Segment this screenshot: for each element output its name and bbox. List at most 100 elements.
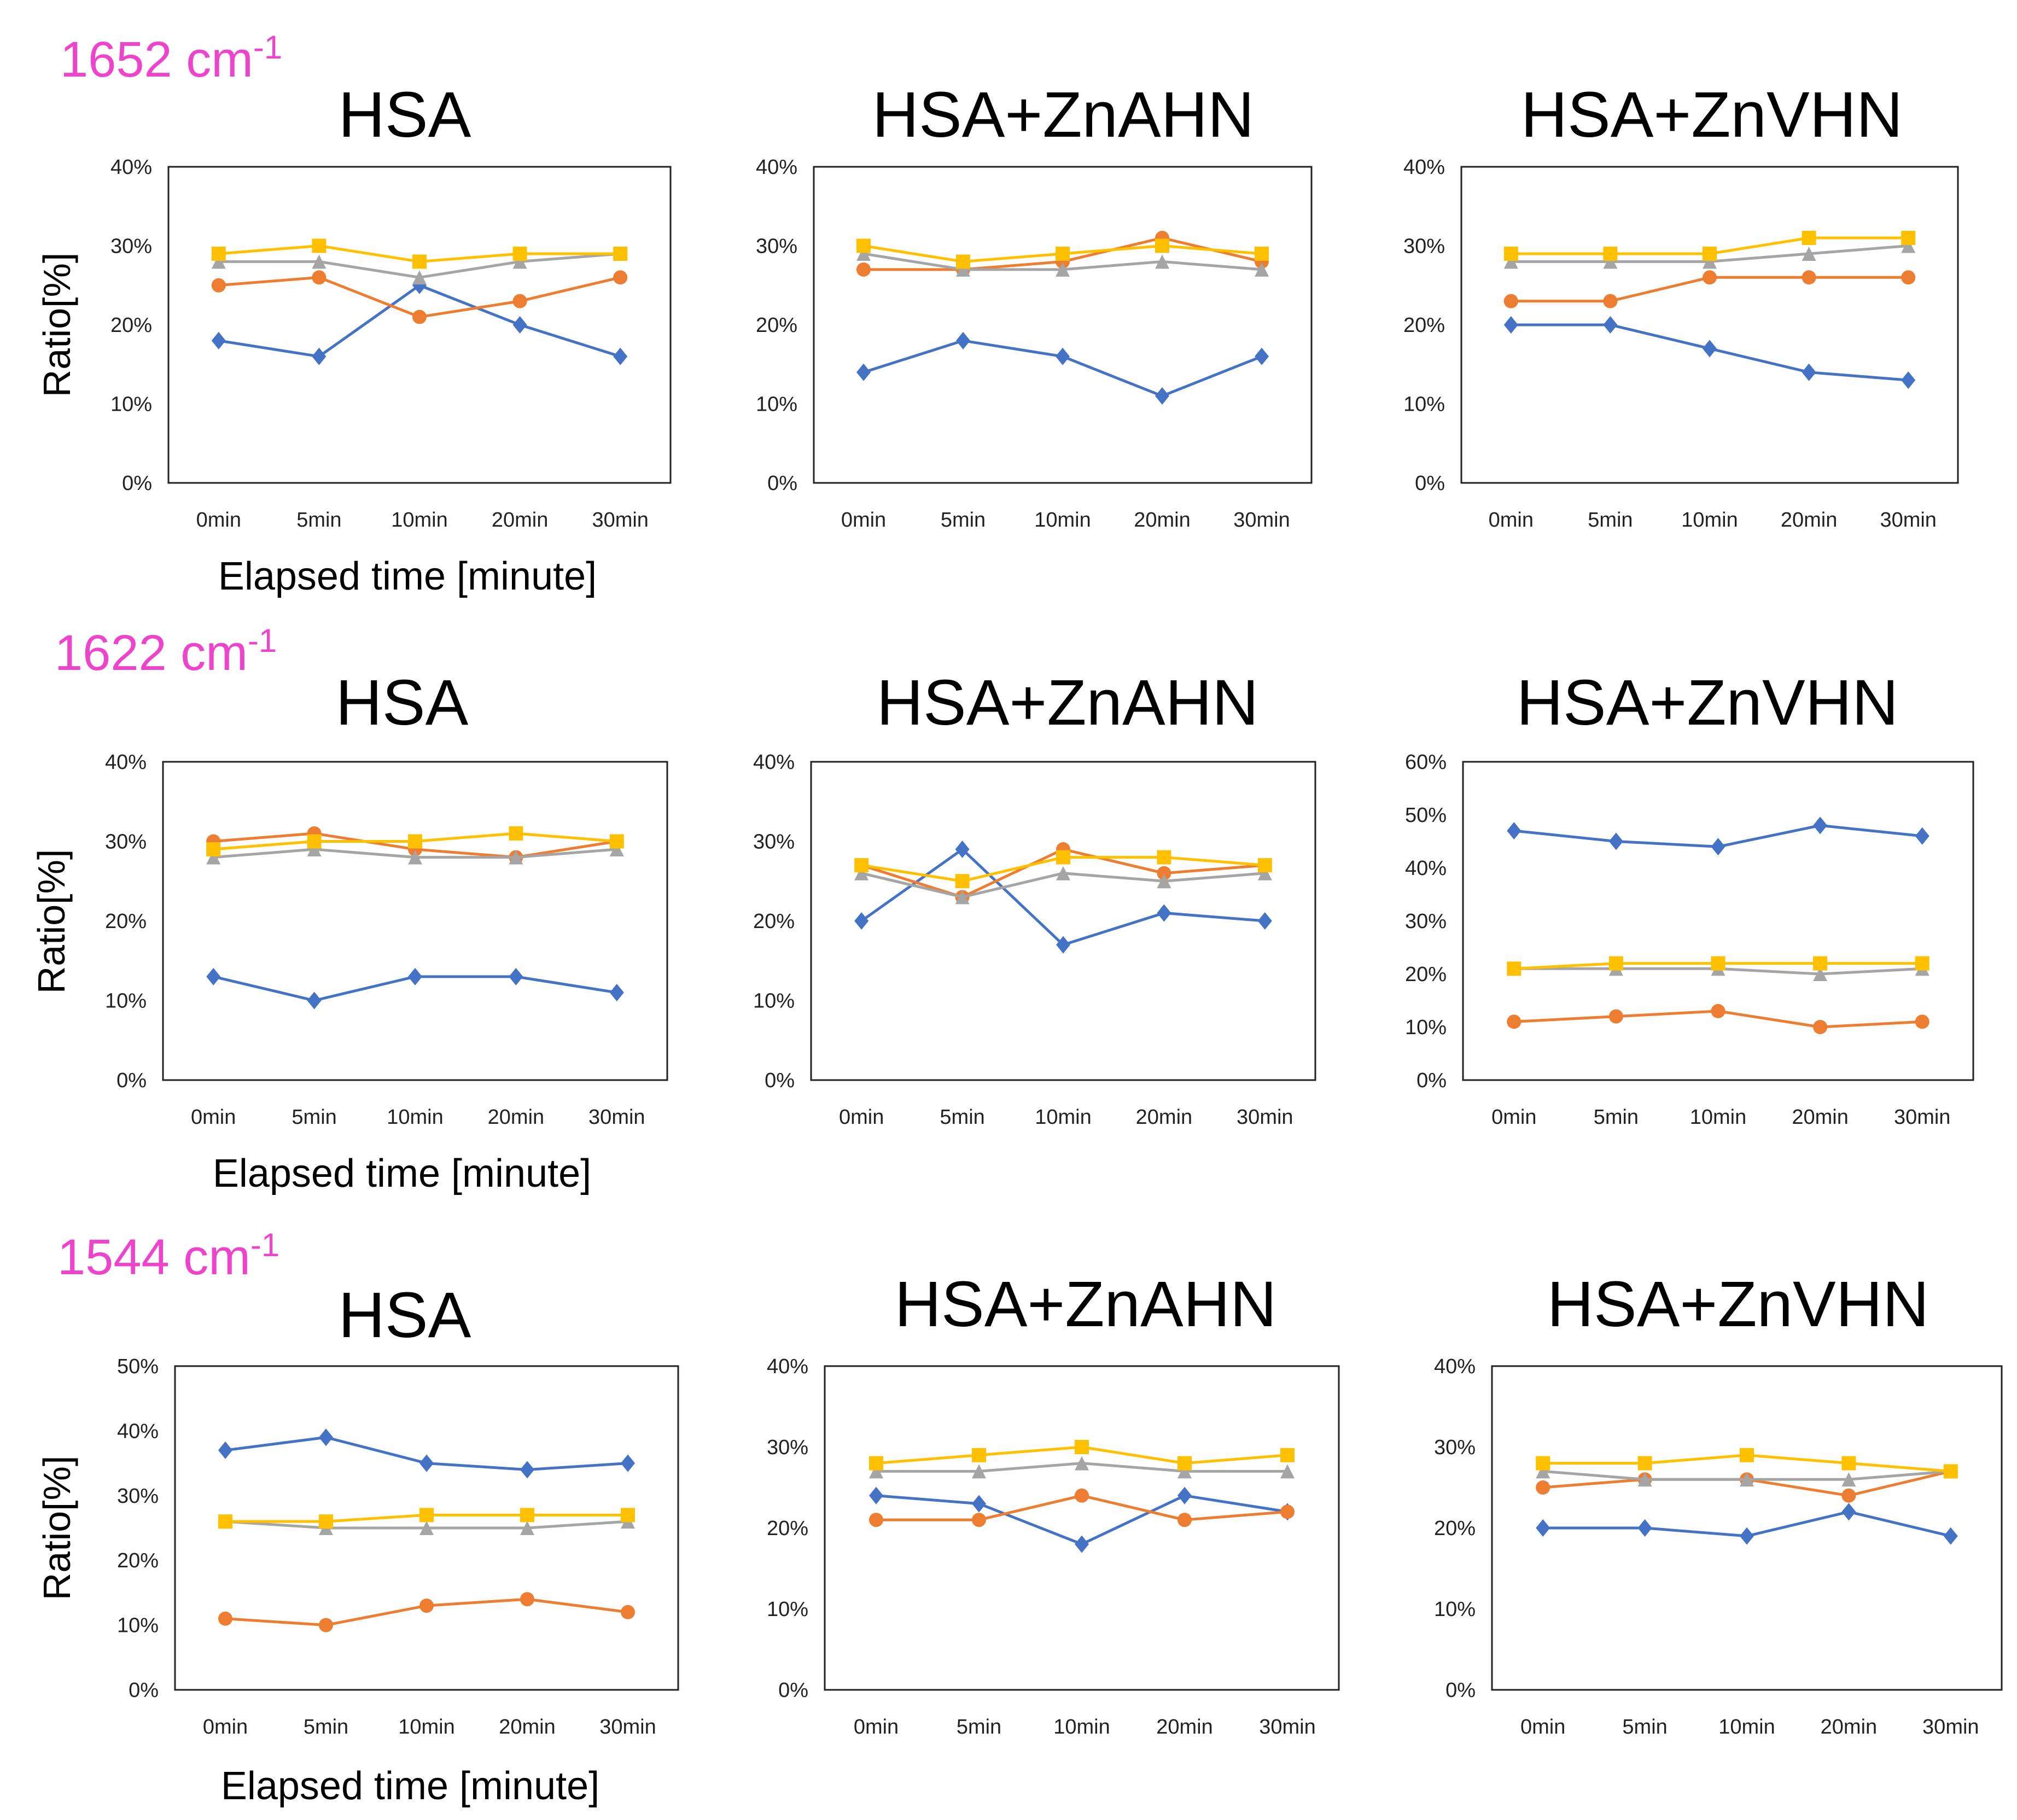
data-point-blue [1075,1535,1089,1553]
data-point-yellow [621,1508,635,1522]
data-point-gray [854,866,869,880]
data-point-yellow [1157,850,1171,865]
y-tick-label: 20% [110,314,152,337]
data-point-blue [211,331,226,349]
x-axis-label: Elapsed time [minute] [213,1152,591,1195]
y-tick-label: 30% [110,235,152,258]
data-point-gray [1802,246,1816,261]
data-point-yellow [1075,1440,1089,1454]
data-point-blue [1056,347,1070,365]
data-point-blue [1637,1519,1652,1537]
y-tick-label: 0% [767,472,797,495]
data-point-orange [621,1605,635,1619]
data-point-gray [1056,262,1070,277]
data-point-orange [1841,1488,1856,1503]
data-point-yellow [211,246,226,261]
data-point-gray [1255,262,1269,277]
x-tick-label: 0min [203,1716,248,1739]
y-tick-label: 10% [767,1598,808,1621]
x-tick-label: 0min [854,1716,899,1739]
data-point-yellow [869,1456,883,1471]
data-point-yellow [509,826,523,841]
y-axis-label: Ratio[%] [30,849,73,994]
data-point-yellow [1507,961,1522,976]
data-point-gray [520,1521,534,1535]
x-tick-label: 10min [1681,509,1738,532]
x-tick-label: 5min [941,509,986,532]
y-tick-label: 10% [105,990,147,1013]
data-point-yellow [956,254,970,269]
data-point-yellow [856,238,871,253]
plot-frame [813,166,1313,484]
data-point-gray [1075,1456,1089,1471]
data-point-gray [1901,238,1916,253]
data-point-orange [218,1611,232,1626]
data-point-orange [1802,270,1816,285]
y-tick-label: 10% [1403,393,1445,416]
row-label: 1652 cm-1 [60,29,282,88]
y-tick-label: 0% [129,1679,159,1702]
x-tick-label: 30min [1894,1106,1951,1129]
y-tick-label: 40% [1434,1355,1476,1378]
data-point-yellow [307,834,322,849]
data-point-gray [312,254,327,269]
data-point-orange [1703,270,1717,285]
data-point-orange [613,270,628,285]
data-point-yellow [609,834,624,849]
data-point-gray [412,270,427,285]
y-tick-label: 50% [1405,804,1447,827]
data-point-blue [856,363,871,381]
y-tick-label: 20% [117,1549,159,1572]
x-tick-label: 0min [196,509,241,532]
chart-title: HSA+ZnVHN [1517,667,1898,739]
data-point-yellow [1603,246,1618,261]
x-tick-label: 20min [499,1716,556,1739]
chart-panel-5: HSA+ZnAHN 0% 10% 20% 30% 40% 0min 5min 10min 20mi… [753,667,1316,1129]
chart-title: HSA [339,1279,471,1351]
x-tick-label: 20min [1821,1716,1878,1739]
x-tick-label: 20min [1156,1716,1213,1739]
chart-panel-8: HSA+ZnAHN 0% 10% 20% 30% 40% 0min 5min 10min 20mi… [767,1268,1340,1739]
data-point-blue [509,967,523,985]
x-tick-label: 5min [957,1716,1001,1739]
data-point-blue [613,347,628,365]
data-point-gray [1056,866,1070,880]
data-point-yellow [319,1514,333,1529]
x-axis-label: Elapsed time [minute] [218,555,597,598]
data-point-orange [1280,1504,1295,1519]
x-tick-label: 20min [1792,1106,1849,1129]
x-tick-label: 5min [1594,1106,1639,1129]
data-point-blue [1536,1519,1550,1537]
data-point-blue [1255,347,1269,365]
data-point-blue [956,331,970,349]
y-tick-label: 0% [1416,1069,1447,1092]
row-label: 1544 cm-1 [57,1227,279,1286]
data-point-gray [972,1464,986,1479]
y-axis-label: Ratio[%] [36,253,78,398]
y-tick-label: 10% [756,393,797,416]
x-tick-label: 0min [1491,1106,1536,1129]
y-tick-label: 10% [117,1614,159,1637]
x-tick-label: 20min [1134,509,1191,532]
data-point-yellow [1813,956,1828,971]
y-tick-label: 40% [1403,156,1445,179]
data-point-yellow [1802,231,1816,246]
chart-panel-2: HSA+ZnAHN 0% 10% 20% 30% 40% 0min 5min 10min 20mi… [756,79,1313,532]
y-tick-label: 0% [1415,472,1445,495]
data-point-orange [412,310,427,324]
data-point-blue [1841,1503,1856,1521]
data-point-blue [419,1454,434,1472]
data-point-orange [972,1513,986,1527]
data-point-blue [319,1428,333,1446]
y-tick-label: 30% [767,1436,808,1459]
chart-title: HSA [336,667,469,739]
row-label-superscript: -1 [250,1227,279,1263]
y-tick-label: 10% [1434,1598,1476,1621]
data-point-orange [1915,1014,1929,1029]
x-tick-label: 10min [1718,1716,1775,1739]
data-point-gray [956,262,970,277]
data-point-yellow [1056,850,1070,865]
y-tick-label: 20% [767,1517,808,1540]
y-tick-label: 60% [1405,751,1447,774]
